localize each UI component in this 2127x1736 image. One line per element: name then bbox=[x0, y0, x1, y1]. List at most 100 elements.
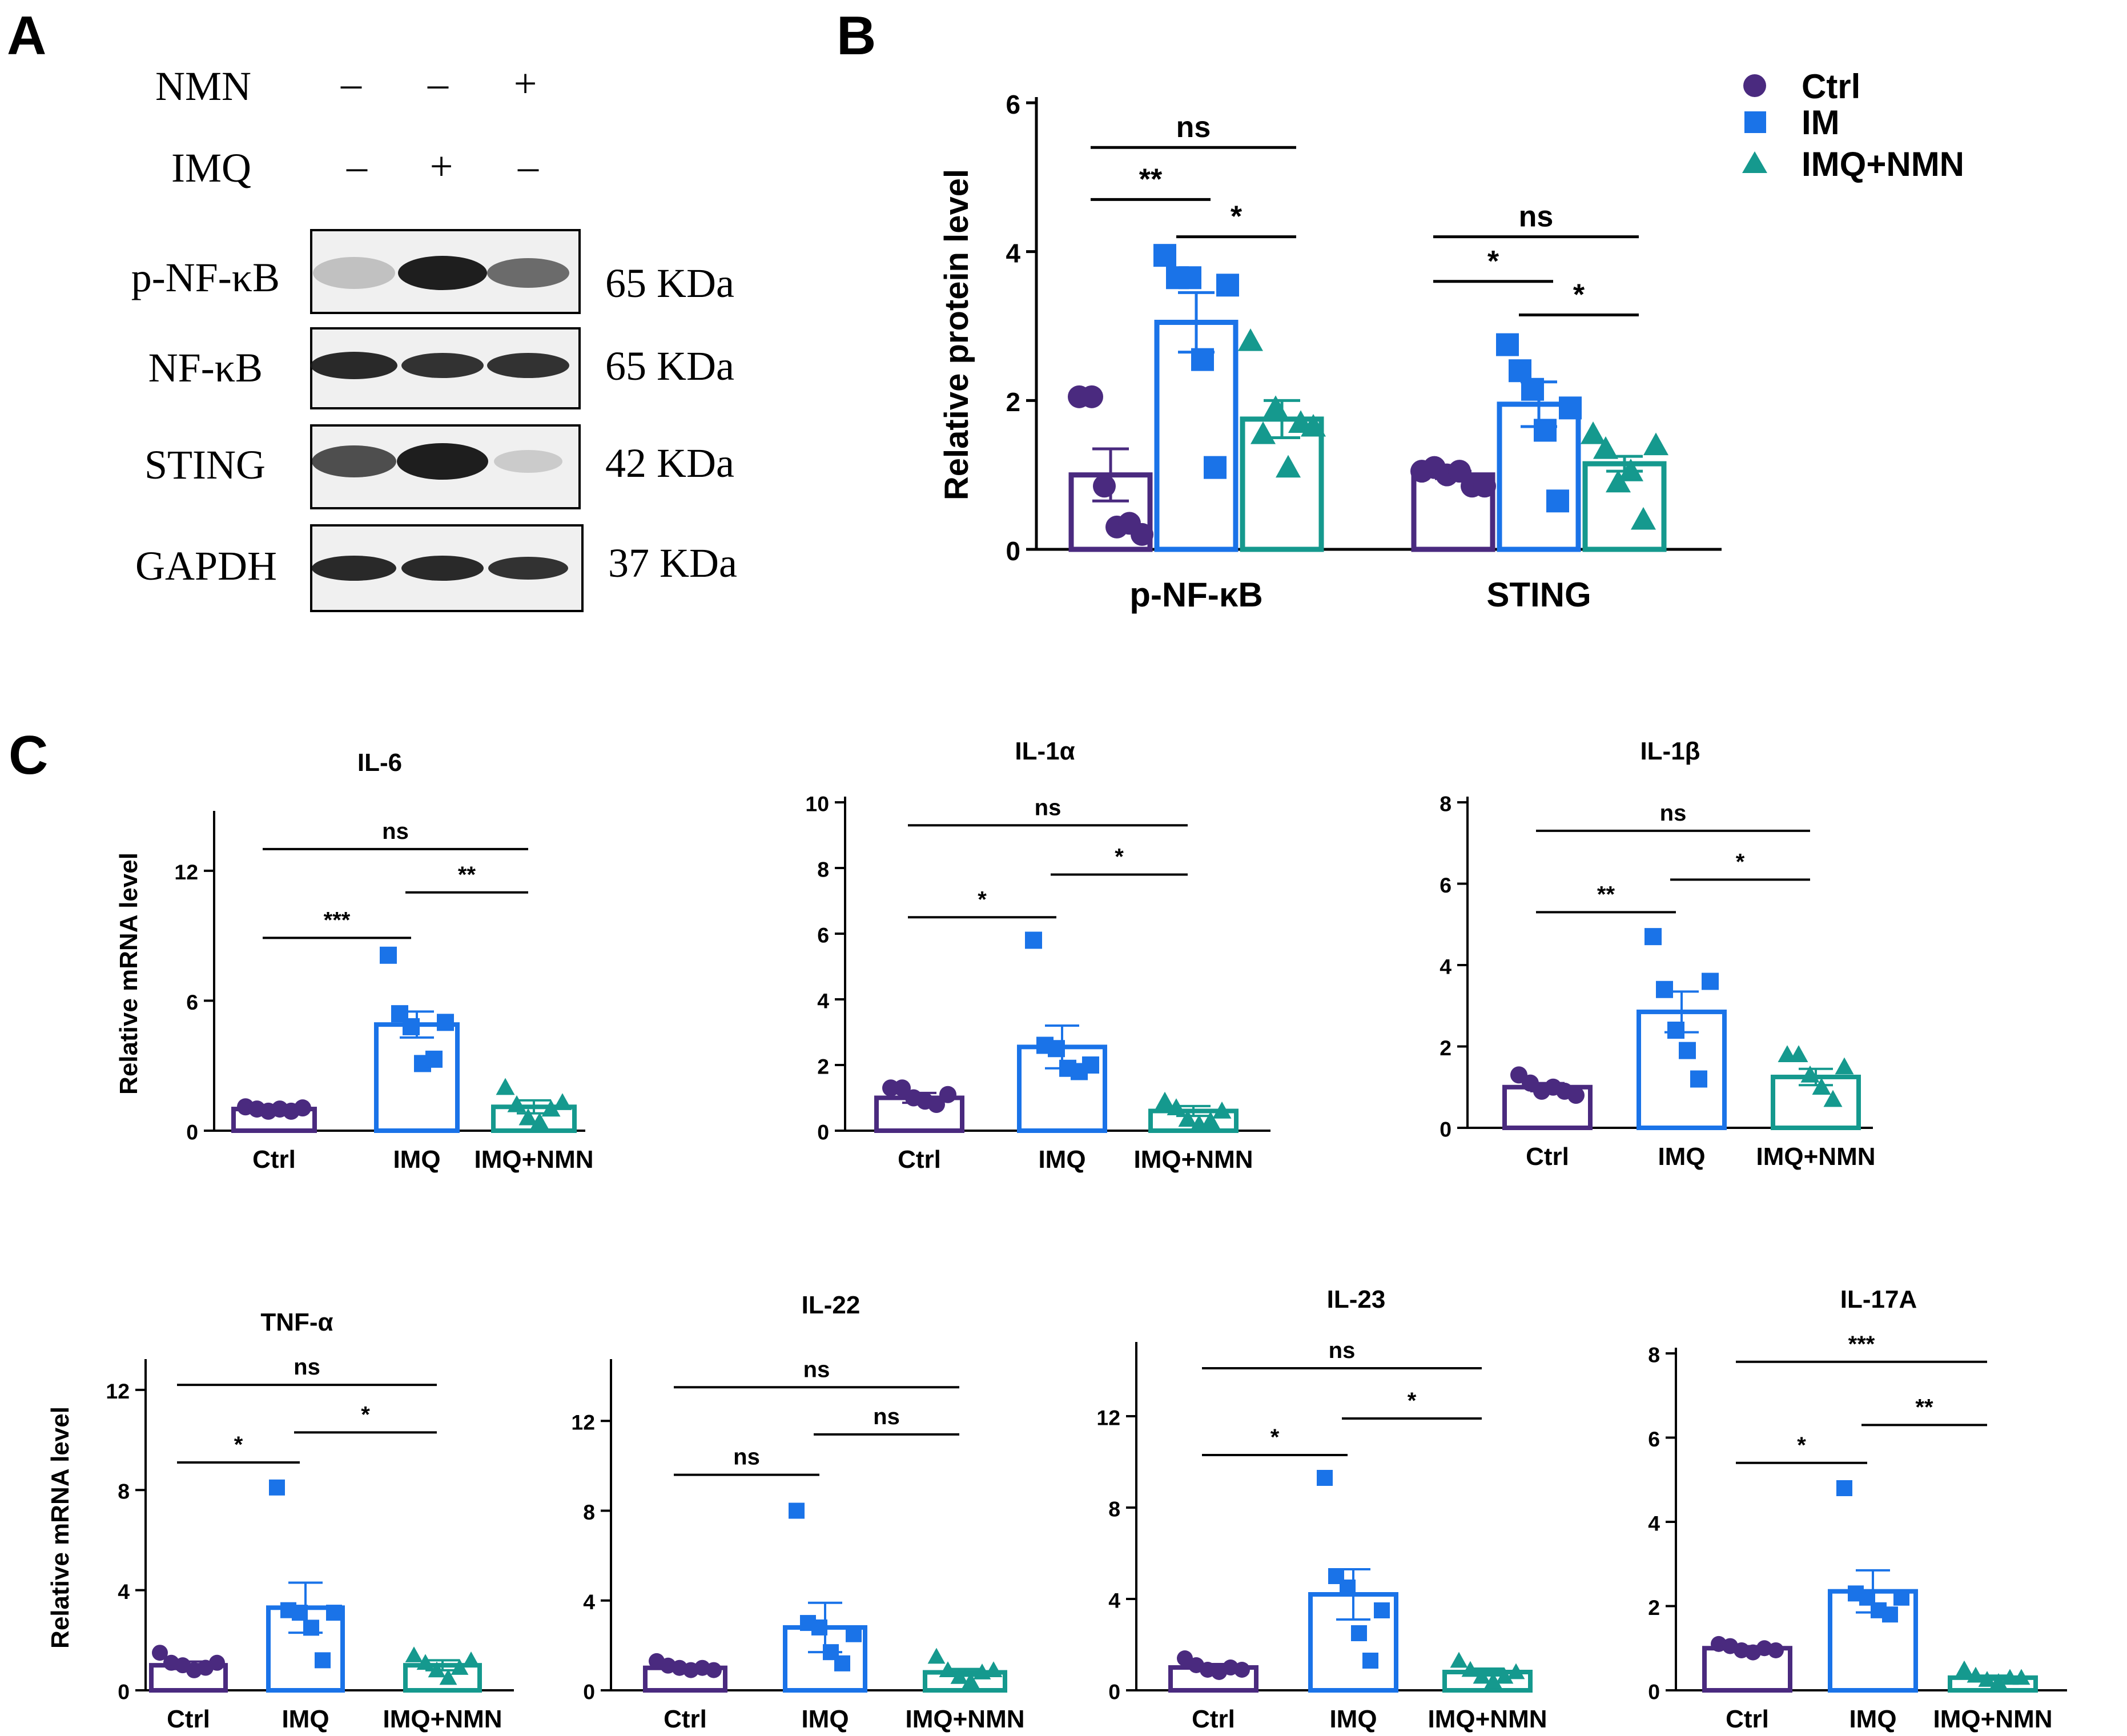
legend-marker-imq bbox=[1744, 111, 1766, 133]
data-point bbox=[1191, 348, 1214, 371]
data-point bbox=[1567, 1087, 1585, 1104]
data-point bbox=[380, 946, 397, 964]
data-point bbox=[1823, 1090, 1843, 1107]
data-point bbox=[1351, 1625, 1367, 1641]
significance-label: * bbox=[1115, 845, 1124, 870]
blot-band-row: NF-κB 65 KDa bbox=[148, 327, 734, 409]
x-tick-label: Ctrl bbox=[1526, 1143, 1569, 1171]
data-point bbox=[403, 1018, 420, 1035]
data-point bbox=[927, 1647, 946, 1664]
chart-il-23: 0 4 8 12 IL-23 Ctrl IMQ IMQ+NMN ns * * bbox=[1096, 1285, 1547, 1733]
data-point bbox=[1167, 1098, 1186, 1115]
significance-label: ** bbox=[1597, 882, 1615, 907]
x-tick-label: Ctrl bbox=[1192, 1705, 1235, 1733]
significance-label: ** bbox=[1915, 1395, 1933, 1420]
data-point bbox=[706, 1662, 722, 1678]
data-point bbox=[1581, 421, 1606, 444]
data-point bbox=[1593, 436, 1618, 459]
treatment-label-imq: IMQ bbox=[171, 145, 251, 191]
data-point bbox=[1631, 507, 1656, 530]
blot-band bbox=[312, 556, 396, 581]
treatment-label-nmn: NMN bbox=[155, 63, 251, 109]
x-tick-label: IMQ bbox=[1658, 1143, 1705, 1171]
data-point bbox=[950, 1668, 968, 1684]
legend-label: Ctrl bbox=[1802, 67, 1860, 106]
y-tick-label: 12 bbox=[106, 1379, 130, 1403]
x-tick-label: IMQ bbox=[801, 1705, 849, 1733]
data-point bbox=[1644, 928, 1662, 946]
data-point bbox=[496, 1078, 515, 1095]
y-tick-label: 12 bbox=[174, 860, 198, 884]
y-tick-label: 0 bbox=[1440, 1117, 1451, 1141]
chart-title: IL-22 bbox=[802, 1291, 861, 1319]
data-point bbox=[518, 1108, 538, 1126]
y-tick-label: 2 bbox=[1648, 1596, 1660, 1620]
data-point bbox=[507, 1095, 526, 1112]
data-point bbox=[1374, 1602, 1390, 1618]
data-point bbox=[1473, 1667, 1491, 1684]
x-tick-label: IMQ+NMN bbox=[906, 1705, 1025, 1733]
data-point bbox=[1153, 244, 1176, 267]
data-point bbox=[1618, 459, 1643, 481]
significance-label: ns bbox=[1519, 200, 1554, 234]
significance-label: ns bbox=[733, 1445, 760, 1470]
data-point bbox=[1048, 1040, 1065, 1058]
data-point bbox=[1496, 333, 1519, 356]
data-point bbox=[269, 1479, 285, 1496]
data-point bbox=[939, 1086, 956, 1103]
significance-label: * bbox=[1573, 278, 1585, 311]
data-point bbox=[1093, 475, 1116, 498]
y-tick-label: 4 bbox=[1440, 954, 1451, 978]
data-point bbox=[553, 1093, 572, 1110]
blot-band-row: p-NF-κB 65 KDa bbox=[131, 229, 734, 314]
data-point bbox=[1967, 1666, 1985, 1683]
chart-title: TNF-α bbox=[260, 1308, 333, 1336]
y-tick-label: 0 bbox=[1648, 1679, 1660, 1703]
legend-marker-imq-nmn bbox=[1742, 151, 1767, 173]
data-point bbox=[1835, 1057, 1854, 1075]
data-point bbox=[1025, 931, 1042, 949]
data-point bbox=[1080, 385, 1103, 408]
band-label: STING bbox=[144, 442, 266, 488]
x-tick-label: STING bbox=[1486, 576, 1591, 614]
data-point bbox=[1978, 1671, 1996, 1687]
data-point bbox=[405, 1646, 423, 1662]
data-point bbox=[1131, 523, 1153, 546]
data-point bbox=[1989, 1673, 2008, 1689]
blot-band bbox=[313, 257, 395, 289]
y-tick-label: 4 bbox=[118, 1580, 130, 1604]
data-point bbox=[1521, 377, 1544, 401]
x-tick-label: Ctrl bbox=[167, 1705, 210, 1733]
data-point bbox=[315, 1652, 331, 1669]
x-tick-label: Ctrl bbox=[898, 1146, 941, 1174]
data-point bbox=[451, 1659, 469, 1675]
y-tick-label: 0 bbox=[583, 1679, 595, 1703]
data-point bbox=[1448, 460, 1471, 483]
data-point bbox=[1450, 1651, 1468, 1668]
data-point bbox=[1812, 1078, 1831, 1095]
significance-label: * bbox=[1487, 245, 1499, 278]
x-tick-label: IMQ+NMN bbox=[475, 1146, 594, 1174]
y-tick-label: 8 bbox=[1648, 1343, 1660, 1367]
data-point bbox=[2001, 1669, 2019, 1685]
data-point bbox=[439, 1669, 457, 1685]
chart-il-22: 0 4 8 12 IL-22 Ctrl IMQ IMQ+NMN ns ns ns bbox=[571, 1291, 1024, 1733]
y-tick-label: 0 bbox=[1108, 1679, 1120, 1703]
treatment-sign: + bbox=[514, 61, 537, 106]
western-blot-panel: NMN – – + IMQ – + – p-NF-κB 65 KDa NF-κB… bbox=[131, 61, 737, 612]
data-point bbox=[462, 1651, 480, 1667]
panel-label-c: C bbox=[9, 725, 48, 786]
data-point bbox=[1082, 1056, 1099, 1074]
data-point bbox=[1882, 1606, 1898, 1623]
data-point bbox=[1667, 1022, 1684, 1039]
x-tick-label: IMQ+NMN bbox=[1756, 1143, 1876, 1171]
y-tick-label: 6 bbox=[1648, 1427, 1660, 1451]
data-point bbox=[1768, 1642, 1784, 1658]
blot-band-row: STING 42 KDa bbox=[144, 424, 734, 509]
data-point bbox=[1893, 1589, 1909, 1606]
significance-label: *** bbox=[1848, 1332, 1875, 1357]
x-tick-label: Ctrl bbox=[664, 1705, 707, 1733]
band-label: NF-κB bbox=[148, 345, 263, 391]
significance-label: ** bbox=[1139, 163, 1163, 196]
chart-title: IL-1β bbox=[1640, 737, 1700, 765]
